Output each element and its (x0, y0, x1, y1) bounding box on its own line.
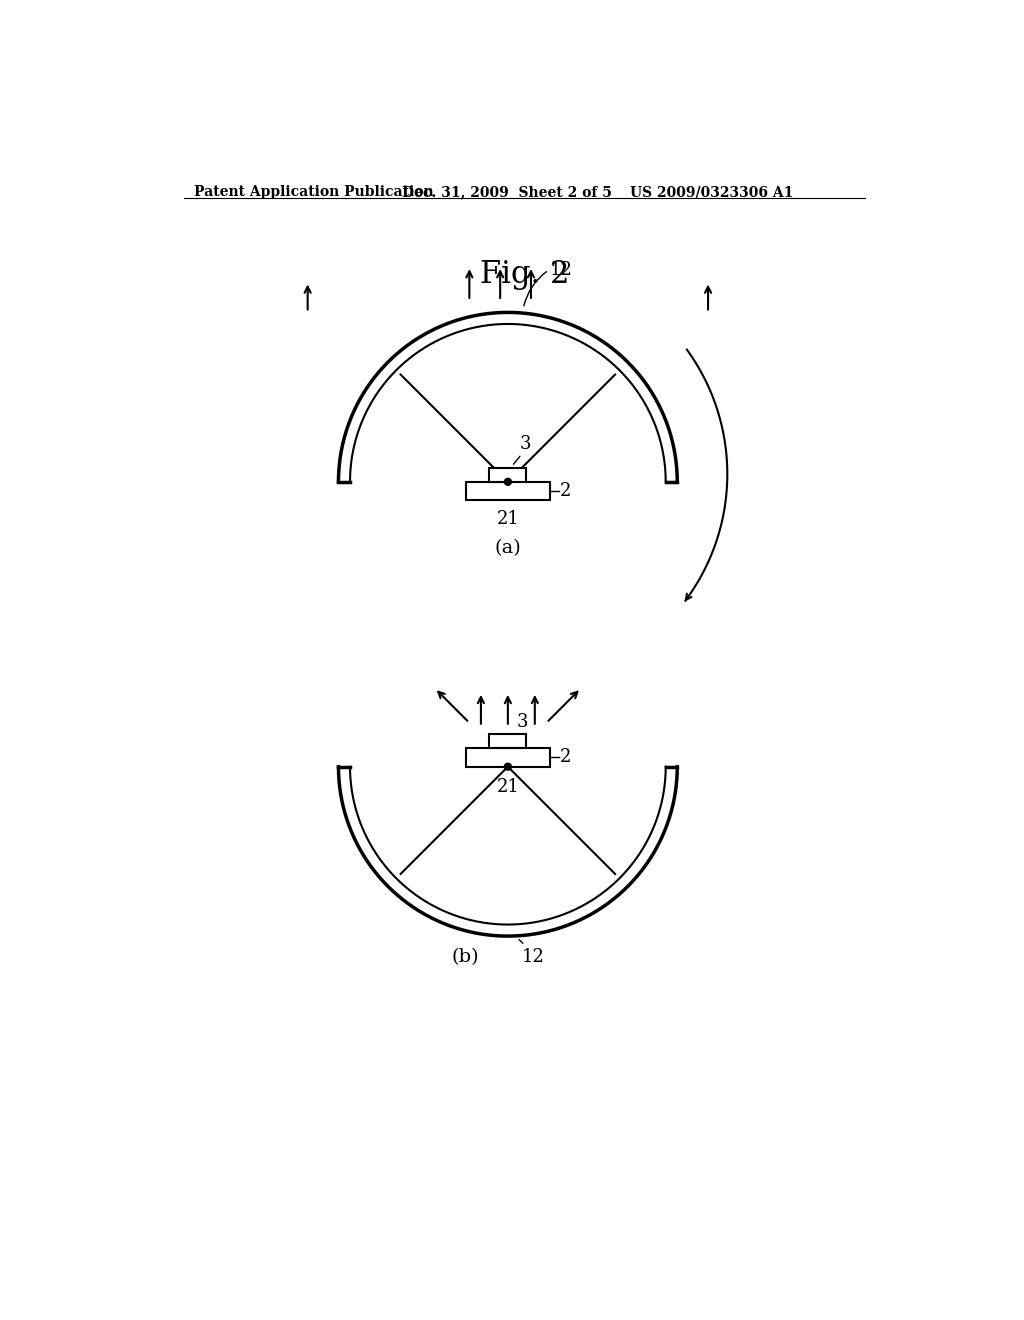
Text: 3: 3 (517, 713, 528, 730)
Text: (b): (b) (452, 948, 479, 966)
Text: 3: 3 (519, 434, 530, 453)
Circle shape (505, 763, 511, 770)
Circle shape (505, 478, 511, 486)
Text: 2: 2 (559, 482, 570, 500)
Text: 12: 12 (550, 261, 573, 279)
Text: Fig. 2: Fig. 2 (480, 259, 569, 289)
Text: (a): (a) (495, 539, 521, 557)
Text: 21: 21 (497, 779, 519, 796)
Text: US 2009/0323306 A1: US 2009/0323306 A1 (630, 185, 793, 199)
Bar (489, 734, 526, 748)
Bar (489, 469, 526, 482)
Text: 21: 21 (497, 510, 519, 528)
Bar (466, 748, 550, 767)
Text: Patent Application Publication: Patent Application Publication (194, 185, 433, 199)
Text: 12: 12 (521, 948, 545, 966)
Text: 2: 2 (559, 748, 570, 767)
Text: Dec. 31, 2009  Sheet 2 of 5: Dec. 31, 2009 Sheet 2 of 5 (401, 185, 611, 199)
Bar (466, 482, 550, 500)
